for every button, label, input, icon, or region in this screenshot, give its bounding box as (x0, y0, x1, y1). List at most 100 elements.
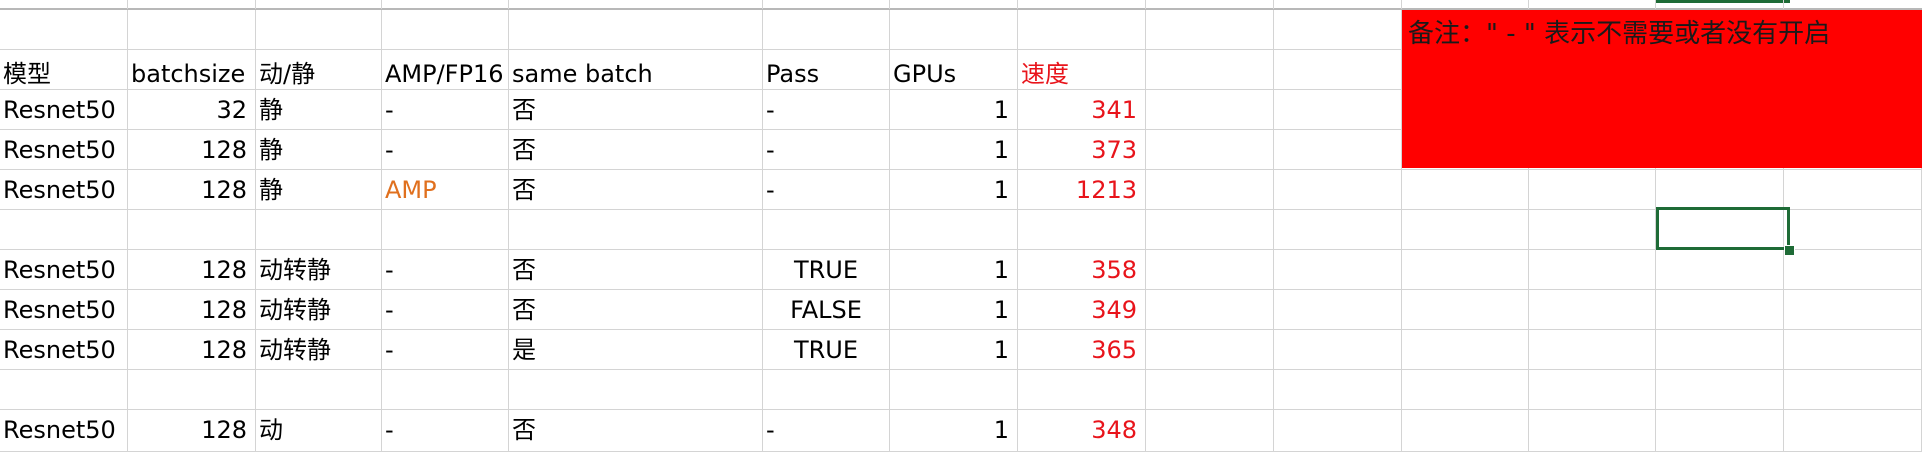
sheet-cell[interactable] (890, 210, 1018, 250)
sheet-cell[interactable] (1146, 330, 1274, 370)
column-header-separator[interactable] (127, 0, 128, 9)
header-cell-gpus[interactable]: GPUs (890, 50, 1018, 90)
cell-batchsize[interactable]: 128 (128, 290, 256, 330)
cell-batchsize[interactable]: 128 (128, 330, 256, 370)
sheet-cell[interactable] (1784, 210, 1922, 250)
cell-gpus[interactable]: 1 (890, 250, 1018, 290)
active-cell-selection[interactable] (1656, 207, 1790, 250)
cell-mode[interactable]: 动转静 (256, 330, 382, 370)
sheet-cell[interactable] (1656, 250, 1784, 290)
cell-batchsize[interactable]: 128 (128, 130, 256, 170)
sheet-cell[interactable] (1402, 170, 1529, 210)
sheet-cell[interactable] (890, 10, 1018, 50)
sheet-cell[interactable] (1146, 410, 1274, 452)
sheet-cell[interactable] (1784, 410, 1922, 452)
header-cell-mode[interactable]: 动/静 (256, 50, 382, 90)
sheet-cell[interactable] (128, 370, 256, 410)
sheet-cell[interactable] (1274, 130, 1402, 170)
cell-mode[interactable]: 动转静 (256, 290, 382, 330)
cell-model[interactable]: Resnet50 (0, 170, 128, 210)
sheet-cell[interactable] (1529, 330, 1656, 370)
sheet-cell[interactable] (128, 10, 256, 50)
sheet-cell[interactable] (1018, 210, 1146, 250)
sheet-cell[interactable] (1146, 50, 1274, 90)
sheet-cell[interactable] (256, 210, 382, 250)
column-header-separator[interactable] (889, 0, 890, 9)
sheet-cell[interactable] (382, 210, 509, 250)
sheet-cell[interactable] (1529, 250, 1656, 290)
header-cell-speed[interactable]: 速度 (1018, 50, 1146, 90)
sheet-cell[interactable] (1146, 130, 1274, 170)
cell-pass[interactable]: - (763, 130, 890, 170)
cell-amp[interactable]: AMP (382, 170, 509, 210)
cell-amp[interactable]: - (382, 250, 509, 290)
cell-speed[interactable]: 349 (1018, 290, 1146, 330)
sheet-cell[interactable] (1146, 210, 1274, 250)
fill-handle[interactable] (1784, 245, 1795, 256)
sheet-cell[interactable] (1656, 410, 1784, 452)
cell-pass[interactable]: - (763, 170, 890, 210)
sheet-cell[interactable] (1656, 370, 1784, 410)
cell-gpus[interactable]: 1 (890, 410, 1018, 452)
cell-speed[interactable]: 358 (1018, 250, 1146, 290)
cell-model[interactable]: Resnet50 (0, 250, 128, 290)
cell-pass[interactable]: TRUE (763, 330, 890, 370)
cell-gpus[interactable]: 1 (890, 170, 1018, 210)
sheet-cell[interactable] (1402, 370, 1529, 410)
column-header-separator[interactable] (1655, 0, 1656, 9)
cell-same-batch[interactable]: 是 (509, 330, 763, 370)
sheet-cell[interactable] (1274, 250, 1402, 290)
sheet-cell[interactable] (1274, 330, 1402, 370)
header-cell-model[interactable]: 模型 (0, 50, 128, 90)
cell-gpus[interactable]: 1 (890, 330, 1018, 370)
column-header-separator[interactable] (762, 0, 763, 9)
sheet-cell[interactable] (890, 370, 1018, 410)
sheet-cell[interactable] (128, 210, 256, 250)
sheet-cell[interactable] (1274, 50, 1402, 90)
sheet-cell[interactable] (1274, 90, 1402, 130)
sheet-cell[interactable] (1146, 370, 1274, 410)
cell-speed[interactable]: 365 (1018, 330, 1146, 370)
cell-pass[interactable]: FALSE (763, 290, 890, 330)
column-header-separator[interactable] (381, 0, 382, 9)
column-header-separator[interactable] (1273, 0, 1274, 9)
sheet-cell[interactable] (1402, 410, 1529, 452)
sheet-cell[interactable] (509, 370, 763, 410)
cell-speed[interactable]: 341 (1018, 90, 1146, 130)
cell-gpus[interactable]: 1 (890, 90, 1018, 130)
sheet-cell[interactable] (1529, 370, 1656, 410)
cell-pass[interactable]: - (763, 410, 890, 452)
cell-same-batch[interactable]: 否 (509, 410, 763, 452)
sheet-cell[interactable] (763, 210, 890, 250)
sheet-cell[interactable] (382, 10, 509, 50)
cell-mode[interactable]: 静 (256, 130, 382, 170)
cell-amp[interactable]: - (382, 130, 509, 170)
sheet-cell[interactable] (509, 210, 763, 250)
sheet-cell[interactable] (1402, 250, 1529, 290)
cell-mode[interactable]: 静 (256, 90, 382, 130)
cell-same-batch[interactable]: 否 (509, 290, 763, 330)
cell-same-batch[interactable]: 否 (509, 90, 763, 130)
sheet-cell[interactable] (0, 370, 128, 410)
cell-model[interactable]: Resnet50 (0, 330, 128, 370)
sheet-cell[interactable] (1529, 290, 1656, 330)
sheet-cell[interactable] (382, 370, 509, 410)
sheet-cell[interactable] (1274, 290, 1402, 330)
sheet-cell[interactable] (1274, 210, 1402, 250)
sheet-cell[interactable] (1146, 290, 1274, 330)
sheet-cell[interactable] (1402, 290, 1529, 330)
cell-model[interactable]: Resnet50 (0, 410, 128, 452)
sheet-cell[interactable] (763, 10, 890, 50)
cell-amp[interactable]: - (382, 330, 509, 370)
sheet-cell[interactable] (1146, 90, 1274, 130)
cell-same-batch[interactable]: 否 (509, 170, 763, 210)
header-cell-batchsize[interactable]: batchsize (128, 50, 256, 90)
cell-batchsize[interactable]: 128 (128, 170, 256, 210)
cell-same-batch[interactable]: 否 (509, 130, 763, 170)
sheet-cell[interactable] (1656, 290, 1784, 330)
cell-batchsize[interactable]: 128 (128, 250, 256, 290)
sheet-cell[interactable] (1529, 410, 1656, 452)
header-cell-same-batch[interactable]: same batch (509, 50, 763, 90)
header-cell-amp[interactable]: AMP/FP16 (382, 50, 509, 90)
cell-speed[interactable]: 373 (1018, 130, 1146, 170)
